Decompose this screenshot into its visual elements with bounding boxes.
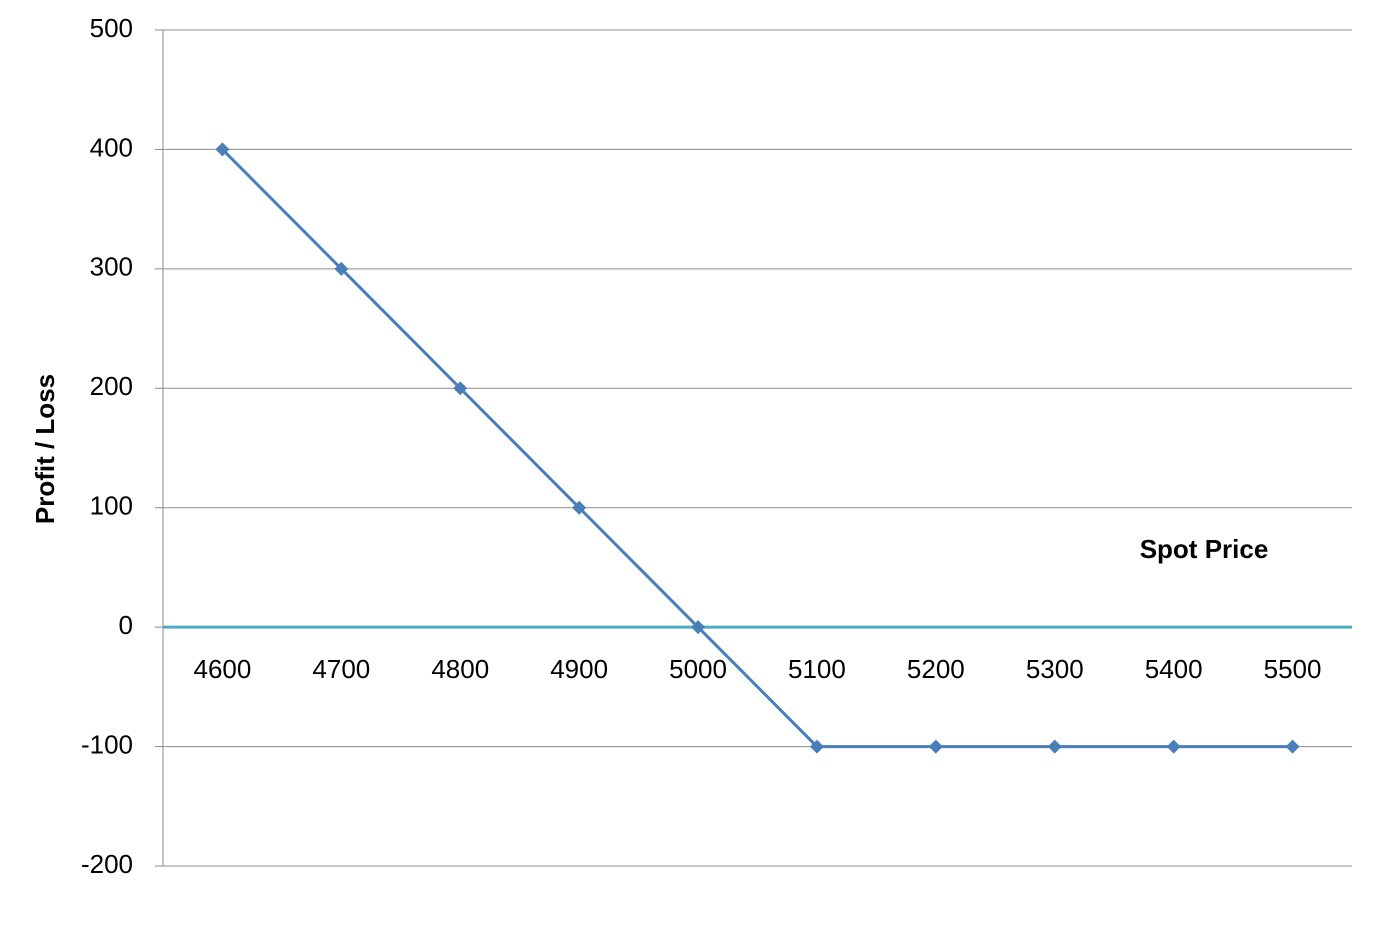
x-tick-label: 5400 <box>1145 654 1203 684</box>
x-tick-label: 5500 <box>1264 654 1322 684</box>
x-tick-label: 5000 <box>669 654 727 684</box>
x-tick-label: 4800 <box>431 654 489 684</box>
data-point <box>1047 739 1062 754</box>
data-point <box>928 739 943 754</box>
y-tick-label: -100 <box>81 729 133 759</box>
data-point <box>691 620 706 635</box>
x-tick-label: 5100 <box>788 654 846 684</box>
y-tick-label: 100 <box>90 491 133 521</box>
x-axis-label: Spot Price <box>1140 534 1269 564</box>
data-point <box>1285 739 1300 754</box>
data-point <box>334 261 349 276</box>
y-axis-label: Profit / Loss <box>30 374 60 524</box>
x-tick-label: 5200 <box>907 654 965 684</box>
data-point <box>809 739 824 754</box>
data-line <box>221 148 1293 749</box>
y-tick-label: 200 <box>90 371 133 401</box>
x-tick-label: 4600 <box>194 654 252 684</box>
x-tick-label: 5300 <box>1026 654 1084 684</box>
data-point <box>572 500 587 515</box>
y-tick-label: 0 <box>119 610 133 640</box>
y-tick-label: 400 <box>90 132 133 162</box>
y-tick-label: 300 <box>90 252 133 282</box>
data-point <box>453 381 468 396</box>
x-tick-label: 4700 <box>312 654 370 684</box>
y-tick-label: 500 <box>90 13 133 43</box>
y-tick-label: -200 <box>81 849 133 879</box>
data-point <box>1166 739 1181 754</box>
data-point <box>215 142 230 157</box>
x-tick-label: 4900 <box>550 654 608 684</box>
